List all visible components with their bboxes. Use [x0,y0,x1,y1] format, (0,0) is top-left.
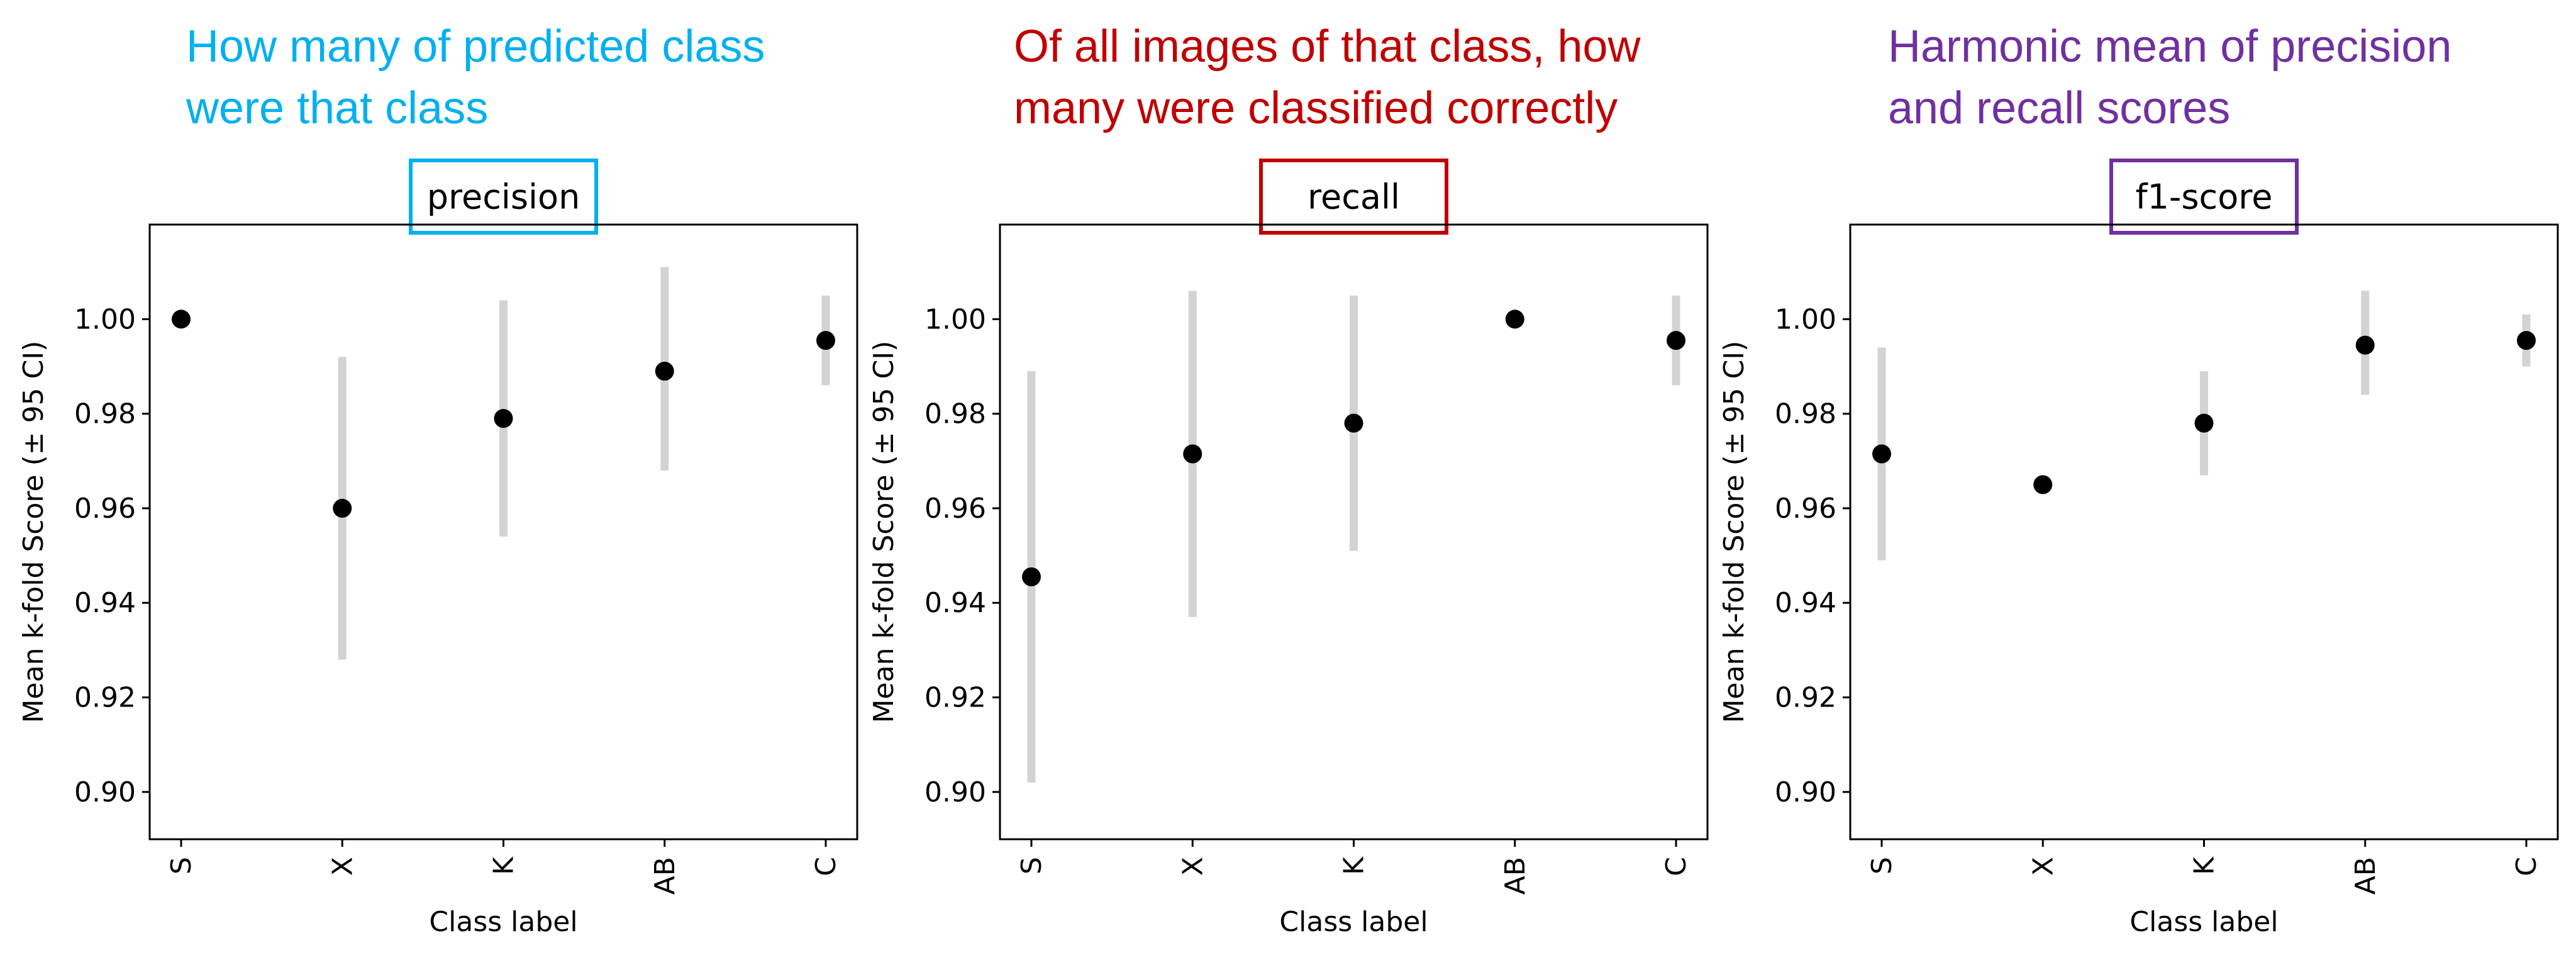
panel-2-ytick-label-0.96: 0.96 [924,493,986,525]
panel-2-title: recall [1307,177,1400,217]
panel-2-recall: Of all images of that class, how many wer… [868,21,1709,938]
panel-1-title: precision [427,177,580,217]
panel-3-ytick-label-0.92: 0.92 [1775,682,1836,714]
panel-3-xtick-label-X: X [2027,857,2059,876]
panel-3-title-box [2109,159,2299,235]
panel-2-xtick-label-C: C [1660,857,1692,876]
panel-1-point-X [333,498,352,518]
panel-1-point-S [172,310,191,329]
panel-3-point-K [2194,413,2214,433]
panel-1-ytick-label-0.90: 0.90 [74,776,136,808]
panel-2-ylabel: Mean k-fold Score (± 95 CI) [868,341,900,723]
panel-3-annotation-line-2: and recall scores [1888,83,2230,133]
panel-3-xlabel: Class label [2129,906,2278,938]
panel-2-annotation-line-1: Of all images of that class, how [1014,21,1641,72]
panel-1-ytick-label-0.96: 0.96 [74,493,136,525]
panel-3-point-C [2517,331,2536,350]
panel-3-f1-score: Harmonic mean of precision and recall sco… [1718,21,2559,938]
panel-3-title: f1-score [2136,177,2273,217]
panel-2-title-box [1259,159,1448,235]
panel-1-xtick-label-C: C [810,857,842,876]
panel-3-plot-frame [1849,223,2559,841]
panel-3-point-AB [2355,335,2375,355]
panel-3-xtick-label-S: S [1866,857,1898,874]
panel-1-ytick-label-1.00: 1.00 [74,303,136,335]
panel-2-point-AB [1505,310,1524,329]
panel-3-xtick-label-AB: AB [2350,857,2382,895]
panel-1-xtick-label-X: X [326,857,358,876]
panel-2-ytick-label-0.94: 0.94 [924,587,986,619]
panel-3-ytick-label-0.90: 0.90 [1775,776,1836,808]
panel-2-xtick-label-K: K [1338,856,1370,875]
panel-1-xtick-label-K: K [488,856,520,875]
panel-2-annotation-line-2: many were classified correctly [1014,83,1618,133]
panel-3-ytick-label-0.94: 0.94 [1775,587,1836,619]
panel-2-xtick-label-X: X [1177,857,1209,876]
panel-1-title-box [409,159,598,235]
panel-1-xtick-label-AB: AB [649,857,681,895]
panel-1-xtick-label-S: S [165,857,197,874]
panel-1-annotation-line-2: were that class [186,83,488,133]
panel-1-ytick-label-0.92: 0.92 [74,682,136,714]
panel-2-xtick-label-AB: AB [1499,857,1531,895]
panel-2-ytick-label-0.98: 0.98 [924,398,986,430]
panel-2-xtick-label-S: S [1016,857,1048,874]
panel-3-point-S [1872,444,1891,464]
panel-2-point-S [1022,567,1041,586]
panel-1-ytick-label-0.98: 0.98 [74,398,136,430]
panel-2-point-C [1667,331,1685,350]
panel-3-xtick-label-C: C [2511,857,2543,876]
panel-3-ytick-label-0.98: 0.98 [1775,398,1836,430]
panel-3-ytick-label-1.00: 1.00 [1775,303,1836,335]
panel-2-ytick-label-1.00: 1.00 [924,303,986,335]
panel-2-ytick-label-0.92: 0.92 [924,682,986,714]
panel-2-ytick-label-0.90: 0.90 [924,776,986,808]
panel-1-ylabel: Mean k-fold Score (± 95 CI) [18,341,50,723]
panel-1-point-K [494,409,513,428]
panel-3-point-X [2033,475,2053,494]
panel-2-xlabel: Class label [1279,906,1428,938]
panel-1-point-AB [655,361,674,381]
panel-1-precision: How many of predicted class were that cla… [18,21,858,938]
panel-3-annotation-line-1: Harmonic mean of precision [1888,21,2451,72]
panel-3-ytick-label-0.96: 0.96 [1775,493,1836,525]
panel-2-point-K [1344,413,1363,433]
panel-2-point-X [1183,444,1202,464]
panel-1-ytick-label-0.94: 0.94 [74,587,136,619]
panel-1-point-C [816,331,835,350]
panel-3-ylabel: Mean k-fold Score (± 95 CI) [1718,341,1750,723]
panel-1-annotation-line-1: How many of predicted class [186,21,765,72]
panel-3-xtick-label-K: K [2189,856,2221,875]
panel-1-xlabel: Class label [429,906,577,938]
